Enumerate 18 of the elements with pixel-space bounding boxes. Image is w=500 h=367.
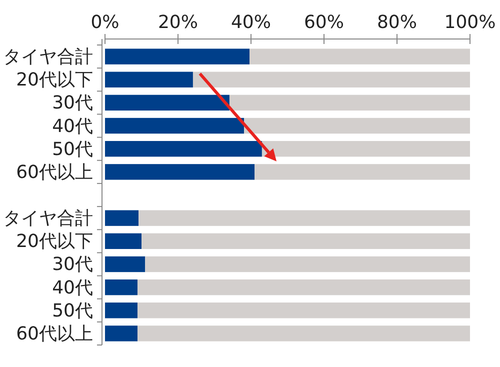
y-tick-label: タイヤ合計 <box>3 208 93 230</box>
y-tick-label: 50代 <box>52 300 93 322</box>
y-tick-label: 60代以上 <box>16 162 93 183</box>
y-tick-label: 40代 <box>52 277 93 298</box>
y-tick-label: 30代 <box>52 254 93 276</box>
x-tick-label: 60% <box>304 12 344 33</box>
x-tick-label: 40% <box>230 12 272 33</box>
y-tick-label: 20代以下 <box>16 70 93 91</box>
y-tick-label: 50代 <box>52 138 93 160</box>
x-tick-label: 100% <box>444 12 496 33</box>
x-tick-label: 20% <box>158 12 198 33</box>
y-tick-label: 30代 <box>52 92 93 114</box>
x-tick-label: 0% <box>90 12 120 33</box>
y-tick-label: 20代以下 <box>16 231 93 252</box>
y-tick-label: タイヤ合計 <box>3 46 93 68</box>
y-tick-label: 60代以上 <box>16 323 93 344</box>
y-tick-label: 40代 <box>52 116 93 137</box>
x-tick-label: 80% <box>376 12 418 33</box>
